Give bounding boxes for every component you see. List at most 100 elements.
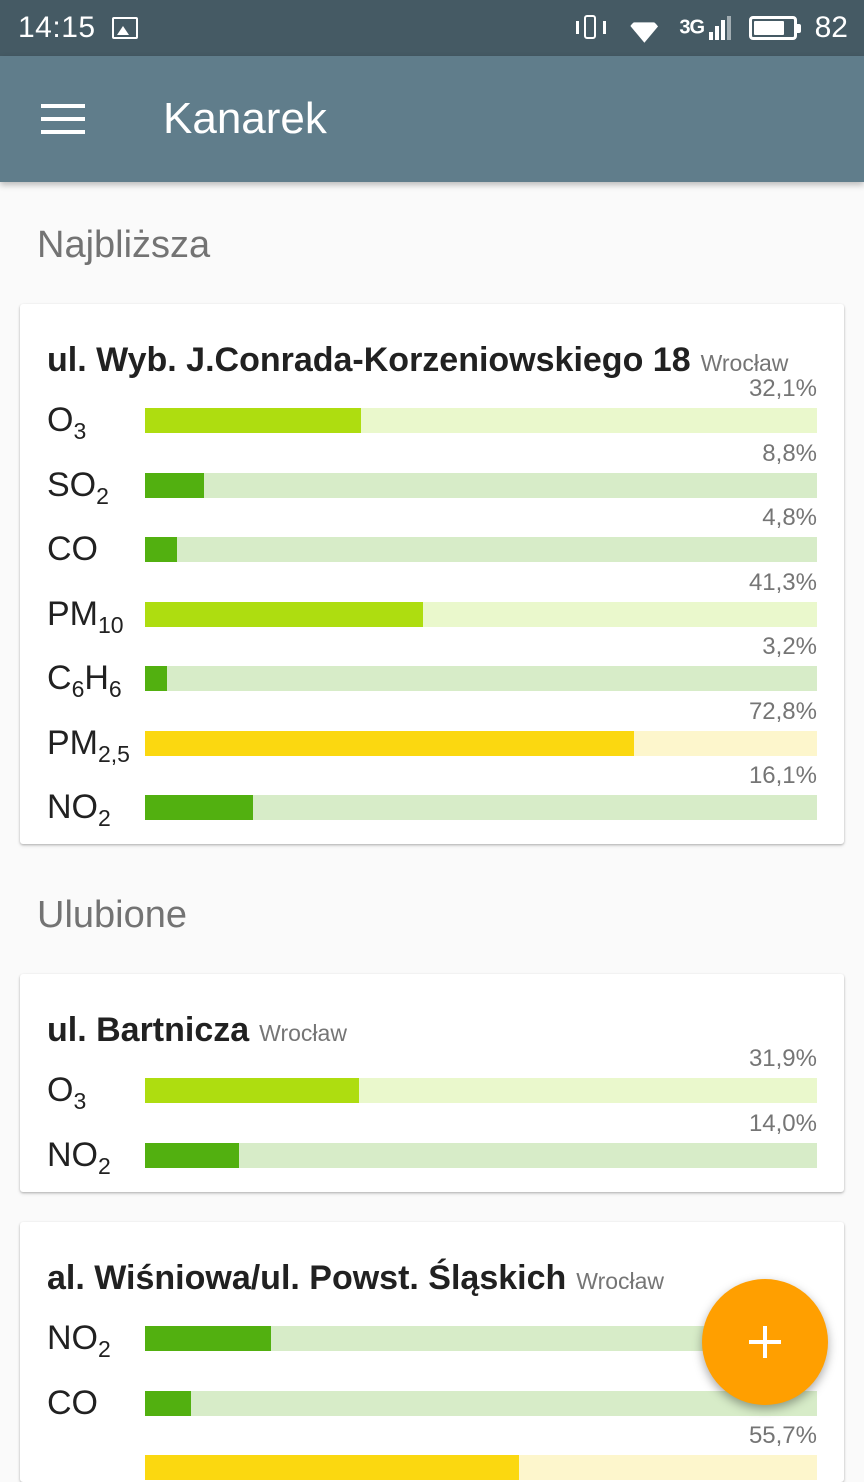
pollutant-list: O3 32,1% SO2 8,8% CO 4,8% PM10 41,3% C6H6 3,2% PM2… — [47, 375, 817, 832]
pollutant-symbol: SO — [47, 465, 97, 504]
pollutant-label: NO2 — [47, 787, 111, 831]
pollutant-bar-track — [145, 472, 817, 498]
pollutant-row: 55,7% — [47, 1422, 817, 1482]
pollutant-bar-fill — [145, 666, 167, 691]
vibrate-icon — [573, 14, 609, 42]
pollutant-percent: 31,9% — [748, 1045, 817, 1072]
station-city: Wrocław — [259, 1020, 347, 1046]
pollutant-row: NO2 — [47, 1298, 817, 1363]
pollutant-subscript: 3 — [73, 418, 87, 444]
pollutant-row: PM10 41,3% — [47, 569, 817, 639]
pollutant-percent: 41,3% — [748, 568, 817, 596]
pollutant-label: PM2,5 — [47, 723, 130, 767]
pollutant-label: SO2 — [47, 465, 109, 509]
pollutant-symbol: NO — [47, 1319, 98, 1357]
section-title-nearest: Najbliższa — [37, 224, 211, 266]
pollutant-bar-fill — [145, 1455, 520, 1480]
pollutant-bar-track — [145, 795, 817, 820]
pollutant-bar-track — [145, 1390, 817, 1416]
pollutant-symbol: H — [84, 659, 109, 697]
pollutant-bar-fill — [145, 472, 205, 498]
pollutant-percent: 16,1% — [748, 762, 817, 789]
pollutant-percent: 8,8% — [762, 439, 817, 467]
add-station-button[interactable] — [702, 1279, 828, 1405]
pollutant-percent: 55,7% — [748, 1422, 817, 1449]
app-title: Kanarek — [163, 94, 327, 143]
pollutant-bar-track — [145, 601, 817, 627]
station-name: ul. Bartnicza — [47, 1011, 250, 1049]
pollutant-bar-track — [145, 1455, 817, 1480]
pollutant-symbol: NO — [47, 788, 98, 826]
pollutant-bar-fill — [145, 1326, 272, 1351]
network-type: 3G — [679, 16, 705, 39]
pollutant-symbol: CO — [47, 530, 98, 568]
pollutant-percent: 3,2% — [762, 633, 817, 660]
pollutant-symbol: C — [47, 659, 72, 697]
pollutant-subscript: 6 — [71, 676, 85, 702]
pollutant-bar-track — [145, 730, 817, 756]
status-icons: 3G 82 — [573, 11, 848, 45]
pollutant-bar-fill — [145, 795, 254, 820]
pollutant-percent: 4,8% — [762, 504, 817, 531]
pollutant-row: O3 32,1% — [47, 375, 817, 445]
menu-icon[interactable] — [41, 104, 85, 134]
pollutant-bar-fill — [145, 537, 178, 562]
pollutant-percent: 72,8% — [748, 697, 817, 725]
pollutant-label: NO2 — [47, 1135, 111, 1179]
app-bar: Kanarek — [0, 56, 864, 182]
battery-icon — [748, 16, 801, 40]
pollutant-bar-track — [145, 537, 817, 562]
pollutant-label: NO2 — [47, 1318, 111, 1362]
pollutant-row: C6H6 3,2% — [47, 633, 817, 703]
pollutant-row: NO2 14,0% — [47, 1110, 817, 1180]
pollutant-subscript: 2 — [96, 482, 109, 509]
station-header: ul. Wyb. J.Conrada-Korzeniowskiego 18 Wr… — [47, 304, 817, 380]
image-icon — [111, 17, 138, 39]
wifi-icon — [627, 11, 662, 45]
station-city: Wrocław — [700, 350, 789, 376]
station-card[interactable]: ul. Bartnicza Wrocław O3 31,9% NO2 14,0% — [20, 974, 844, 1192]
pollutant-label: PM10 — [47, 594, 124, 638]
pollutant-bar-track — [145, 666, 817, 691]
pollutant-bar-track — [145, 1142, 817, 1168]
pollutant-symbol: O — [47, 1071, 74, 1109]
pollutant-symbol: PM — [47, 723, 98, 762]
pollutant-row: O3 31,9% — [47, 1045, 817, 1115]
pollutant-subscript: 2 — [98, 805, 111, 831]
pollutant-percent: 14,0% — [748, 1109, 817, 1137]
pollutant-row: CO — [47, 1363, 817, 1428]
pollutant-bar-fill — [145, 730, 635, 756]
pollutant-bar-fill — [145, 408, 361, 433]
pollutant-subscript: 2 — [98, 1336, 111, 1362]
station-name: al. Wiśniowa/ul. Powst. Śląskich — [47, 1259, 567, 1297]
pollutant-subscript: 2 — [98, 1152, 111, 1179]
status-bar: 14:15 3G 82 — [0, 0, 864, 56]
pollutant-row: SO2 8,8% — [47, 440, 817, 510]
pollutant-bar-track — [145, 1078, 817, 1103]
station-header: al. Wiśniowa/ul. Powst. Śląskich Wrocław — [47, 1222, 817, 1298]
pollutant-symbol: PM — [47, 594, 98, 633]
pollutant-bar-track — [145, 408, 817, 433]
section-title-favourites: Ulubione — [37, 894, 187, 936]
signal-icon: 3G — [679, 16, 731, 40]
station-name: ul. Wyb. J.Conrada-Korzeniowskiego 18 — [47, 341, 691, 379]
pollutant-label: CO — [47, 529, 98, 569]
pollutant-subscript: 2,5 — [98, 740, 130, 767]
pollutant-list: NO2 CO 55,7% — [47, 1298, 817, 1482]
pollutant-subscript: 6 — [108, 676, 122, 702]
station-city: Wrocław — [576, 1268, 665, 1294]
pollutant-row: PM2,5 72,8% — [47, 698, 817, 768]
pollutant-label: O3 — [47, 400, 87, 444]
pollutant-bar-fill — [145, 601, 423, 627]
pollutant-row: CO 4,8% — [47, 504, 817, 574]
pollutant-label: CO — [47, 1383, 98, 1423]
station-card[interactable]: ul. Wyb. J.Conrada-Korzeniowskiego 18 Wr… — [20, 304, 844, 844]
pollutant-label: C6H6 — [47, 658, 122, 702]
pollutant-symbol: CO — [47, 1383, 98, 1422]
pollutant-symbol: O — [47, 401, 74, 439]
pollutant-label: O3 — [47, 1070, 87, 1114]
pollutant-symbol: NO — [47, 1135, 98, 1174]
pollutant-subscript: 3 — [73, 1088, 87, 1114]
pollutant-subscript: 10 — [98, 611, 124, 638]
station-header: ul. Bartnicza Wrocław — [47, 974, 817, 1050]
